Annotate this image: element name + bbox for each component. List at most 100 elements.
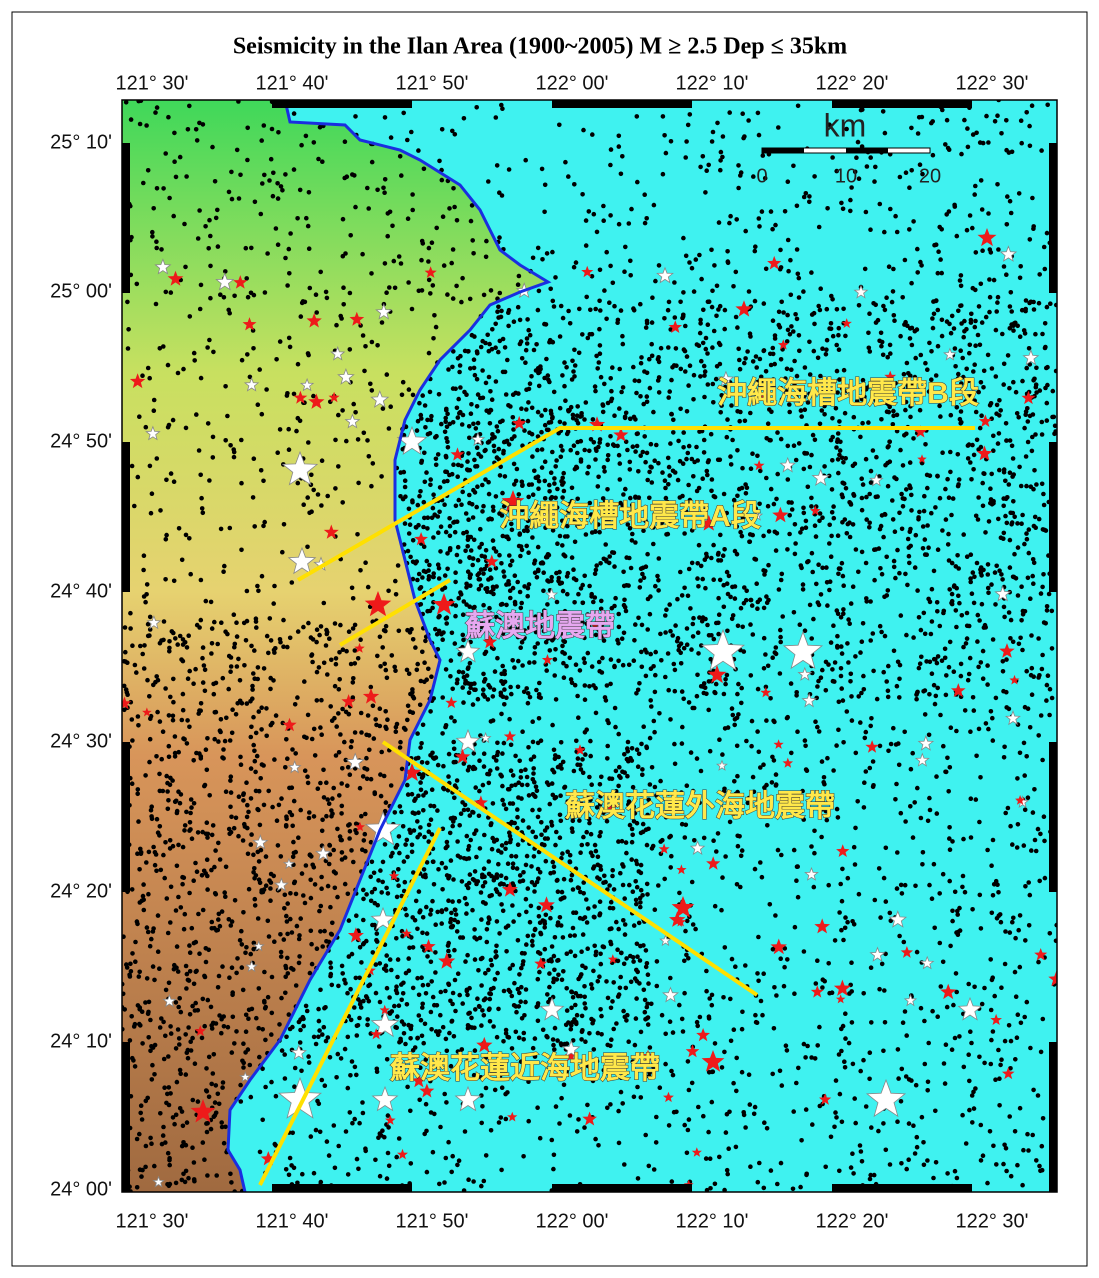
epicenter-dot	[758, 860, 763, 865]
epicenter-dot	[678, 300, 683, 305]
epicenter-dot	[704, 347, 709, 352]
epicenter-dot	[383, 842, 388, 847]
epicenter-dot	[211, 350, 216, 355]
epicenter-dot	[729, 1039, 734, 1044]
epicenter-dot	[264, 883, 269, 888]
epicenter-dot	[649, 442, 654, 447]
epicenter-dot	[652, 719, 657, 724]
epicenter-dot	[750, 603, 755, 608]
epicenter-dot	[792, 848, 797, 853]
epicenter-dot	[334, 724, 339, 729]
epicenter-dot	[471, 251, 476, 256]
epicenter-dot	[333, 486, 338, 491]
epicenter-dot	[209, 1127, 214, 1132]
epicenter-dot	[617, 765, 622, 770]
epicenter-dot	[463, 549, 468, 554]
epicenter-dot	[310, 863, 315, 868]
epicenter-dot	[561, 969, 566, 974]
epicenter-dot	[915, 690, 920, 695]
epicenter-dot	[751, 359, 756, 364]
epicenter-dot	[510, 658, 515, 663]
epicenter-dot	[656, 578, 661, 583]
epicenter-dot	[742, 361, 747, 366]
epicenter-dot	[185, 972, 190, 977]
epicenter-dot	[125, 300, 130, 305]
epicenter-dot	[315, 946, 320, 951]
epicenter-dot	[944, 212, 949, 217]
epicenter-dot	[443, 573, 448, 578]
epicenter-dot	[346, 1035, 351, 1040]
epicenter-dot	[977, 1055, 982, 1060]
epicenter-dot	[325, 296, 330, 301]
epicenter-dot	[502, 802, 507, 807]
epicenter-dot	[258, 1150, 263, 1155]
epicenter-dot	[336, 711, 341, 716]
epicenter-dot	[444, 1156, 449, 1161]
epicenter-dot	[917, 510, 922, 515]
epicenter-dot	[812, 885, 817, 890]
epicenter-dot	[925, 1088, 930, 1093]
epicenter-dot	[437, 510, 442, 515]
epicenter-dot	[691, 634, 696, 639]
epicenter-dot	[598, 1007, 603, 1012]
epicenter-dot	[709, 556, 714, 561]
epicenter-dot	[135, 1185, 140, 1190]
epicenter-dot	[908, 336, 913, 341]
epicenter-dot	[552, 870, 557, 875]
epicenter-dot	[122, 1007, 127, 1012]
epicenter-dot	[205, 857, 210, 862]
epicenter-dot	[858, 1143, 863, 1148]
epicenter-dot	[440, 731, 445, 736]
epicenter-dot	[395, 895, 400, 900]
epicenter-dot	[154, 852, 159, 857]
epicenter-dot	[727, 110, 732, 115]
epicenter-dot	[201, 511, 206, 516]
epicenter-dot	[793, 541, 798, 546]
epicenter-dot	[827, 541, 832, 546]
epicenter-dot	[502, 989, 507, 994]
epicenter-dot	[1046, 673, 1051, 678]
epicenter-dot	[318, 270, 323, 275]
epicenter-dot	[892, 649, 897, 654]
epicenter-dot	[1032, 307, 1037, 312]
epicenter-dot	[199, 701, 204, 706]
epicenter-dot	[690, 561, 695, 566]
epicenter-dot	[253, 770, 258, 775]
epicenter-dot	[569, 878, 574, 883]
epicenter-dot	[187, 669, 192, 674]
epicenter-dot	[1030, 574, 1035, 579]
epicenter-dot	[454, 603, 459, 608]
epicenter-dot	[492, 687, 497, 692]
epicenter-dot	[715, 121, 720, 126]
epicenter-dot	[491, 592, 496, 597]
epicenter-dot	[817, 1025, 822, 1030]
epicenter-dot	[1034, 849, 1039, 854]
epicenter-dot	[548, 287, 553, 292]
epicenter-dot	[810, 570, 815, 575]
epicenter-dot	[442, 787, 447, 792]
epicenter-dot	[392, 1004, 397, 1009]
epicenter-dot	[392, 665, 397, 670]
epicenter-dot	[157, 772, 162, 777]
epicenter-dot	[481, 687, 486, 692]
epicenter-dot	[145, 925, 150, 930]
epicenter-dot	[357, 1121, 362, 1126]
epicenter-dot	[536, 568, 541, 573]
epicenter-dot	[320, 1032, 325, 1037]
epicenter-dot	[501, 1039, 506, 1044]
epicenter-dot	[412, 828, 417, 833]
epicenter-dot	[602, 288, 607, 293]
epicenter-dot	[440, 908, 445, 913]
epicenter-dot	[708, 1156, 713, 1161]
epicenter-dot	[845, 531, 850, 536]
epicenter-dot	[363, 560, 368, 565]
epicenter-dot	[607, 554, 612, 559]
epicenter-dot	[292, 167, 297, 172]
epicenter-dot	[509, 821, 514, 826]
epicenter-dot	[697, 543, 702, 548]
epicenter-dot	[690, 266, 695, 271]
epicenter-dot	[532, 854, 537, 859]
epicenter-dot	[380, 880, 385, 885]
epicenter-dot	[655, 984, 660, 989]
epicenter-dot	[717, 220, 722, 225]
